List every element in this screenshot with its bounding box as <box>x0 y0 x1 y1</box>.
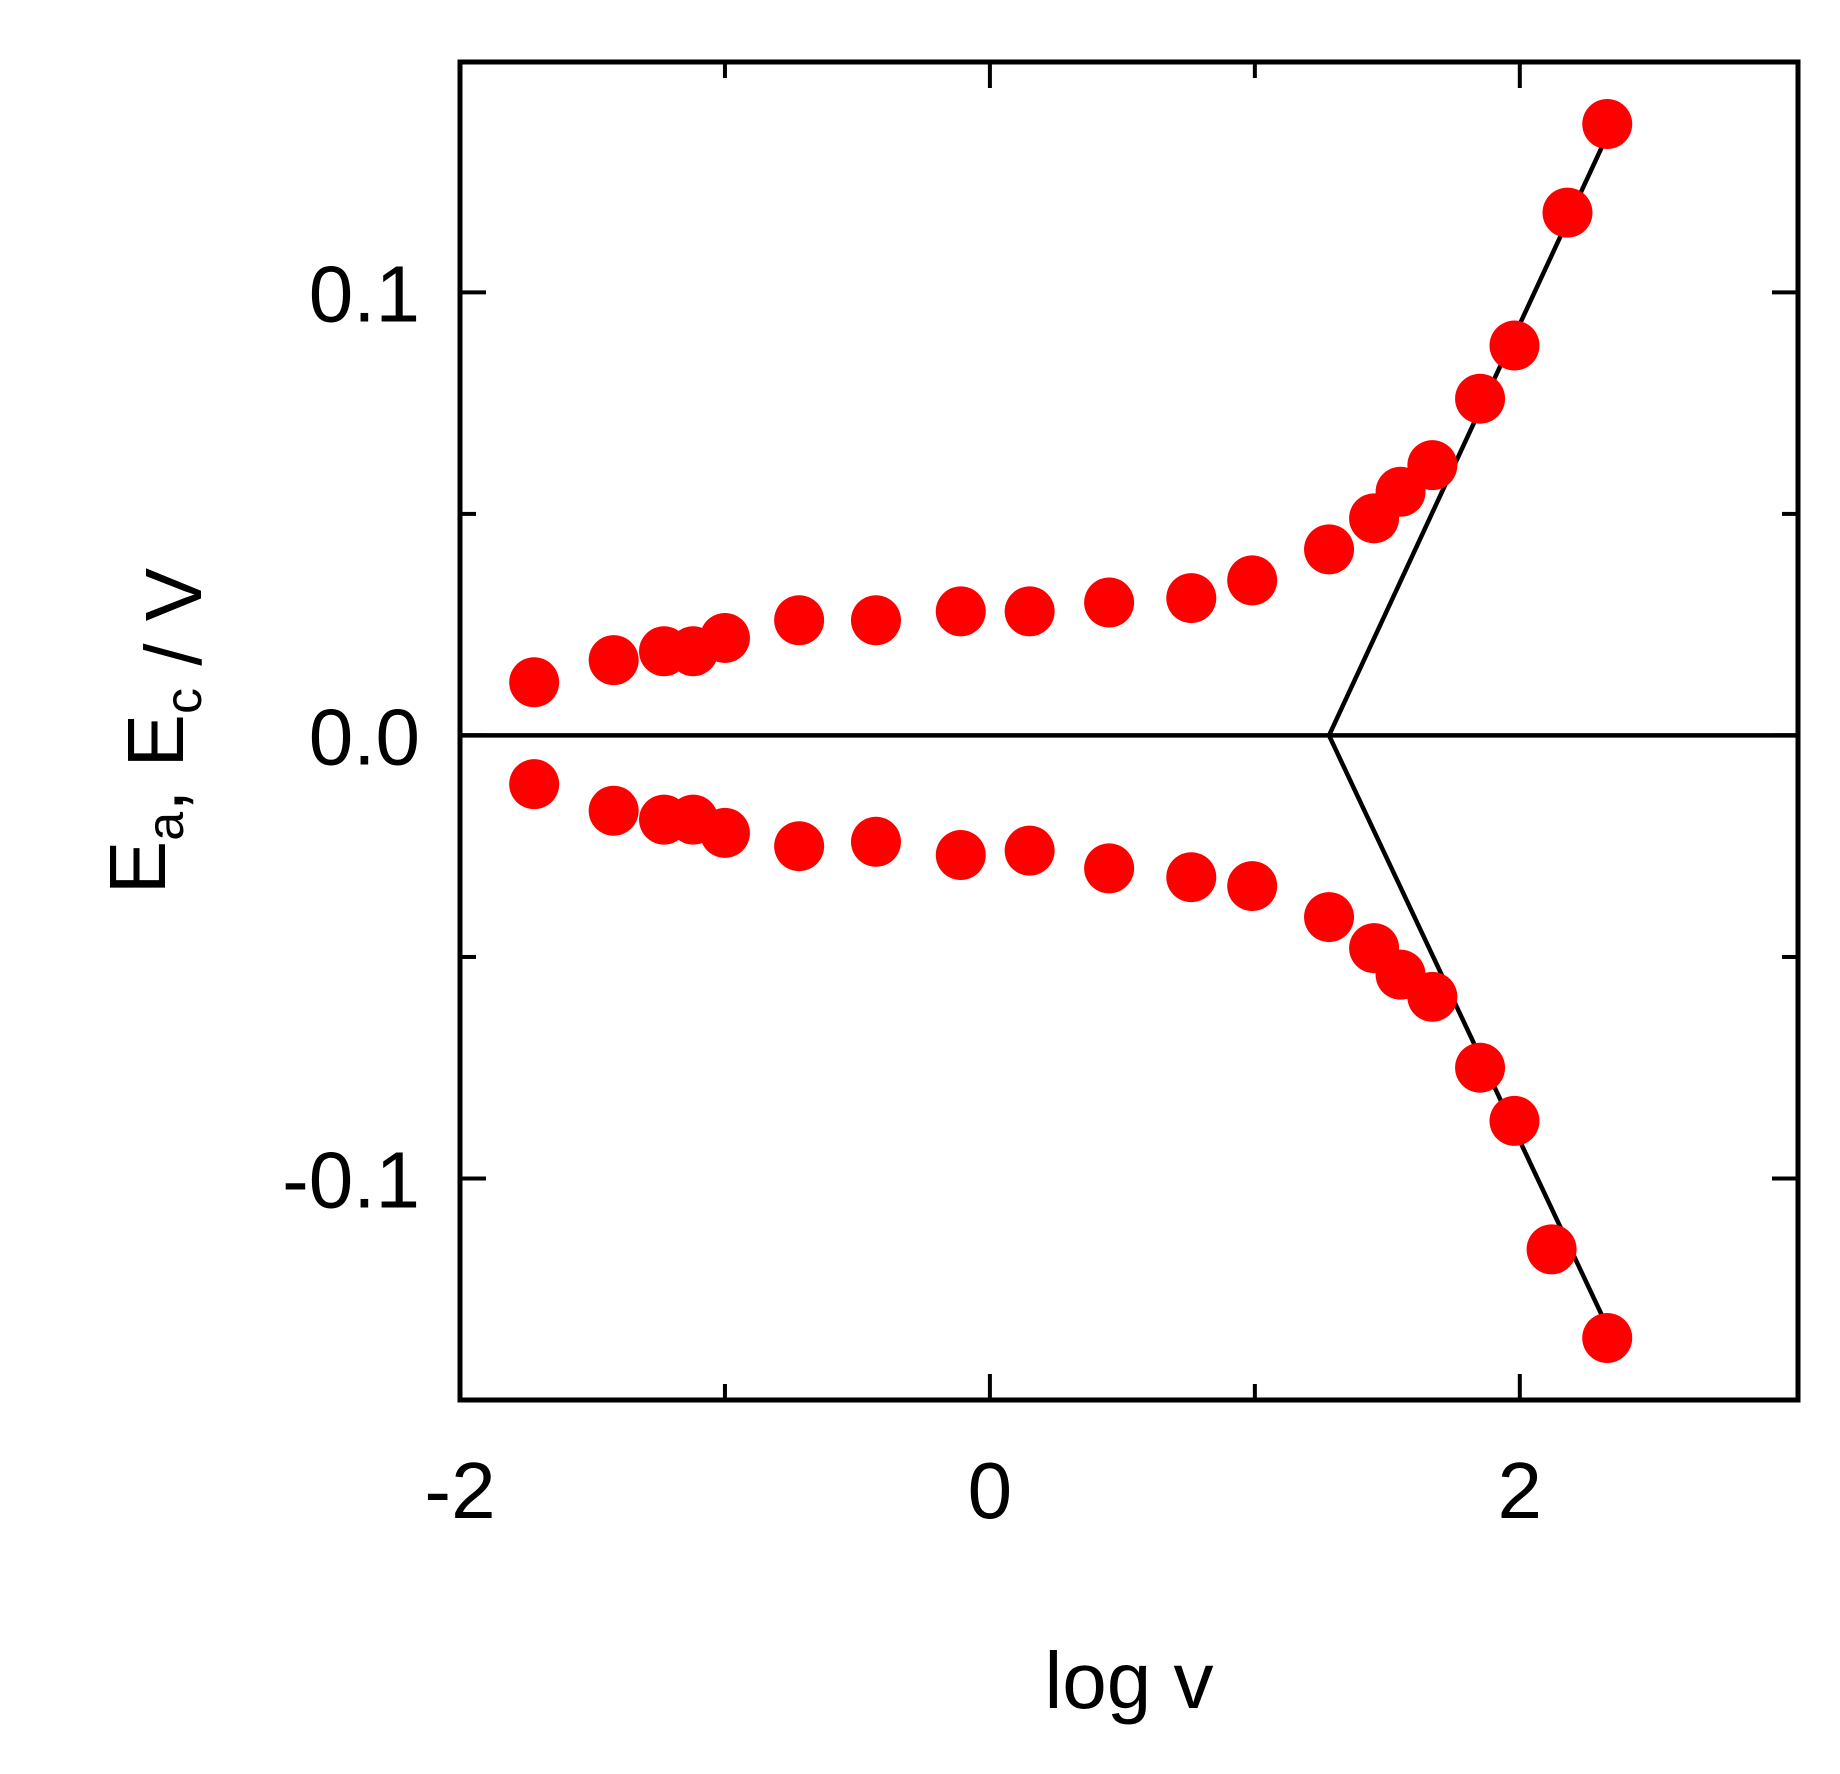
data-point <box>1582 99 1633 150</box>
data-point <box>1304 892 1355 943</box>
data-point <box>774 821 825 872</box>
data-point <box>509 657 560 708</box>
y-axis-title-subscript: c <box>155 688 213 714</box>
data-point <box>1489 320 1540 371</box>
data-point <box>1455 1042 1506 1093</box>
data-point <box>588 785 639 836</box>
data-point <box>509 759 560 810</box>
x-axis-title: log v <box>1045 1636 1214 1725</box>
data-point <box>935 830 986 881</box>
data-point <box>1004 825 1055 876</box>
labels-layer: -2 0 2 -0.1 0.0 0.1 <box>282 249 1542 1535</box>
data-point <box>1166 573 1217 624</box>
data-point <box>1304 524 1355 575</box>
x-tick-label: 0 <box>968 1446 1013 1535</box>
data-point <box>1407 971 1458 1022</box>
data-point <box>1489 1095 1540 1146</box>
data-point <box>1407 440 1458 491</box>
data-point <box>1166 852 1217 903</box>
data-point <box>699 612 750 663</box>
y-tick-label: -0.1 <box>282 1135 420 1224</box>
ticks-layer <box>458 62 1798 1400</box>
x-tick-label: -2 <box>424 1446 495 1535</box>
data-point <box>935 586 986 637</box>
data-point <box>1004 586 1055 637</box>
y-axis-title-part: , E <box>111 714 200 812</box>
y-tick-label: 0.0 <box>309 692 420 781</box>
series-layer <box>460 99 1798 1363</box>
data-point <box>699 807 750 858</box>
data-point <box>1455 373 1506 424</box>
data-point <box>588 635 639 686</box>
data-point <box>1227 555 1278 606</box>
data-point <box>1227 861 1278 912</box>
y-axis-title-part: E <box>93 841 182 894</box>
y-tick-label: 0.1 <box>309 249 420 338</box>
y-axis-title: Ea, Ec / V <box>93 567 218 894</box>
data-point <box>1084 577 1135 628</box>
data-point <box>774 595 825 646</box>
x-tick-label: 2 <box>1498 1446 1543 1535</box>
data-point <box>1542 187 1593 238</box>
data-point <box>1084 843 1135 894</box>
data-point <box>1582 1312 1633 1363</box>
y-axis-title-part: / V <box>129 567 218 688</box>
data-point <box>850 816 901 867</box>
data-point <box>1526 1224 1577 1275</box>
data-point <box>850 595 901 646</box>
plot-frame <box>457 59 1801 1403</box>
y-axis-title-subscript: a <box>137 812 195 841</box>
